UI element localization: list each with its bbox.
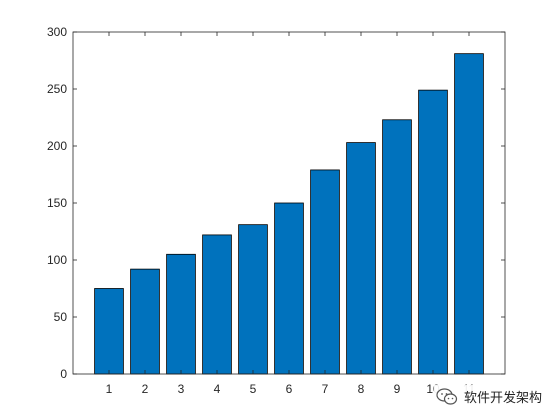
x-tick-label: 8	[358, 382, 365, 396]
x-tick-label: 1	[106, 382, 113, 396]
y-tick-label: 100	[47, 253, 67, 267]
y-tick-label: 300	[47, 25, 67, 39]
x-tick-label: 5	[250, 382, 257, 396]
bar-5	[238, 224, 268, 375]
bar-1	[94, 288, 124, 375]
wechat-icon	[436, 387, 458, 405]
x-tick-label: 3	[178, 382, 185, 396]
x-tick-label: 6	[286, 382, 293, 396]
bar-11	[454, 53, 484, 375]
y-tick-label: 200	[47, 139, 67, 153]
bar-4	[202, 234, 232, 375]
bar-2	[130, 268, 160, 375]
bar-10	[418, 89, 448, 375]
x-tick-label: 4	[214, 382, 221, 396]
bar-6	[274, 202, 304, 375]
bar-7	[310, 169, 340, 375]
y-axis: 0 50 100 150 200 250 300	[47, 25, 505, 381]
x-tick-label: 9	[394, 382, 401, 396]
x-tick-label: 2	[142, 382, 149, 396]
watermark: 软件开发架构	[433, 385, 546, 408]
bar-9	[382, 119, 412, 375]
y-tick-label: 150	[47, 196, 67, 210]
bar-3	[166, 253, 196, 375]
y-tick-label: 250	[47, 82, 67, 96]
y-tick-label: 50	[54, 310, 68, 324]
bars	[94, 53, 484, 375]
x-tick-label: 7	[322, 382, 329, 396]
bar-8	[346, 142, 376, 375]
y-tick-label: 0	[60, 367, 67, 381]
watermark-text: 软件开发架构	[463, 391, 542, 406]
